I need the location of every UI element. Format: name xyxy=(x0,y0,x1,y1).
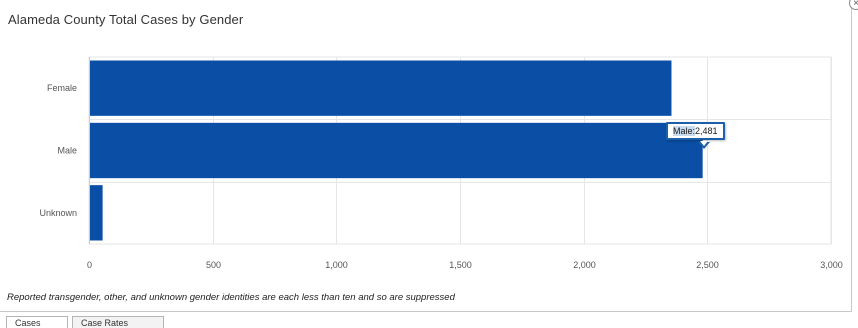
tooltip-category: Male: xyxy=(673,126,696,136)
chart-title: Alameda County Total Cases by Gender xyxy=(8,12,244,27)
bar-male xyxy=(90,122,703,179)
chart-footnote: Reported transgender, other, and unknown… xyxy=(7,292,455,303)
bar-chart: 0 500 1,000 1,500 2,000 2,500 3,000 Female Male U… xyxy=(39,56,843,270)
x-tick-label: 3,000 xyxy=(820,260,843,270)
close-icon[interactable]: × xyxy=(849,0,858,10)
tab-bar: Cases Case Rates xyxy=(0,312,858,328)
x-tick-label: 1,000 xyxy=(325,260,348,270)
bar-unknown xyxy=(90,185,103,241)
tooltip-value: 2,481 xyxy=(695,126,718,136)
chart-panel: Alameda County Total Cases by Gender 0 50… xyxy=(0,0,852,312)
bar-female xyxy=(90,60,672,116)
x-tick-label: 0 xyxy=(87,260,92,270)
x-tick-label: 2,500 xyxy=(696,260,719,270)
x-tick-label: 2,000 xyxy=(573,260,596,270)
y-category-label: Male xyxy=(57,146,77,156)
tooltip-arrow-inner xyxy=(700,141,708,146)
bar-tooltip: Male:2,481 xyxy=(666,122,725,140)
x-tick-label: 1,500 xyxy=(449,260,472,270)
y-category-label: Unknown xyxy=(39,208,77,218)
tab-case-rates[interactable]: Case Rates xyxy=(72,316,164,328)
tab-cases[interactable]: Cases xyxy=(6,316,68,328)
y-category-label: Female xyxy=(47,83,77,93)
x-tick-label: 500 xyxy=(206,260,221,270)
